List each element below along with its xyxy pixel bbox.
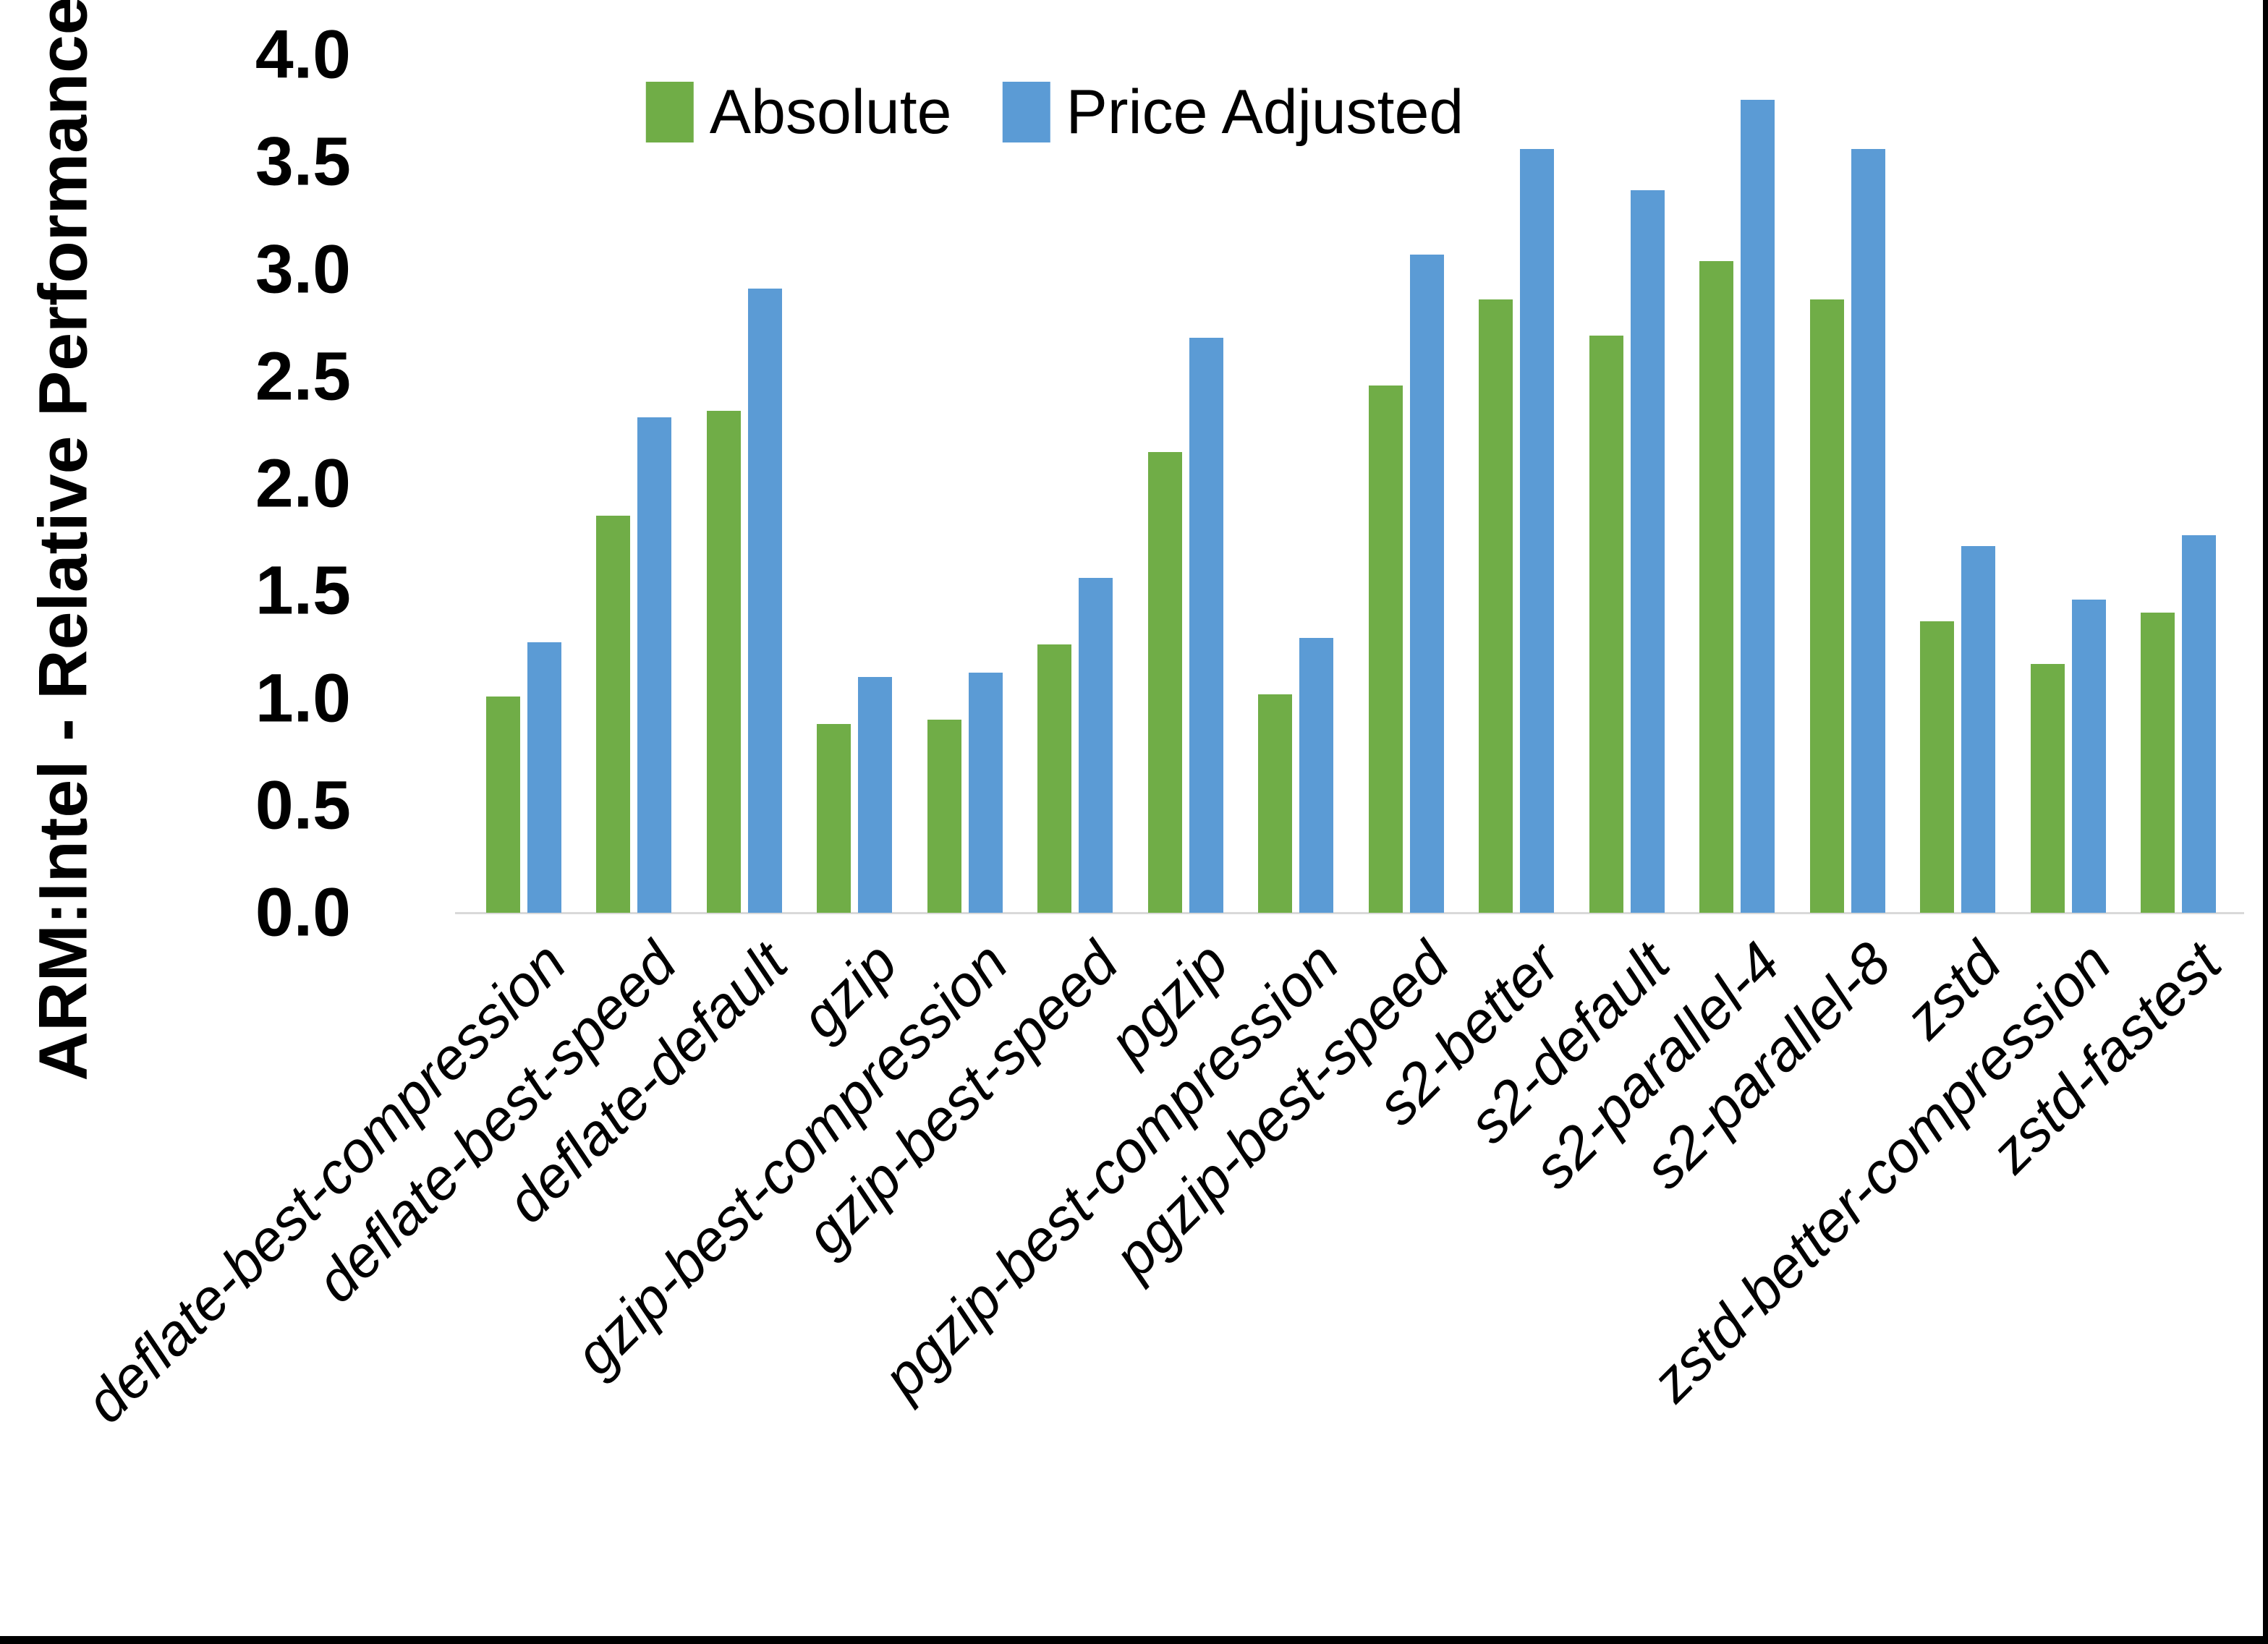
bar-s2-parallel-8-absolute	[1809, 299, 1844, 913]
bar-s2-parallel-4-price-adjusted	[1741, 100, 1775, 913]
plot-area	[455, 55, 2244, 914]
y-axis-title: ARM:Intel - Relative Performance	[25, 0, 102, 1081]
bar-s2-parallel-4-absolute	[1699, 260, 1734, 913]
bar-deflate-best-speed-absolute	[596, 516, 631, 913]
bar-gzip-price-adjusted	[858, 676, 893, 913]
y-tick-label: 0.0	[255, 874, 351, 951]
chart-legend: Absolute Price Adjusted	[645, 77, 1464, 147]
bar-zstd-absolute	[1920, 621, 1955, 913]
bar-deflate-default-absolute	[706, 411, 741, 913]
bar-zstd-better-compression-price-adjusted	[2071, 600, 2106, 913]
bar-deflate-best-speed-price-adjusted	[637, 417, 672, 913]
bar-s2-parallel-8-price-adjusted	[1851, 149, 1885, 913]
bar-gzip-absolute	[817, 724, 851, 913]
bar-pgzip-best-compression-absolute	[1258, 694, 1293, 913]
legend-label-absolute: Absolute	[709, 77, 952, 147]
y-tick-label: 0.5	[255, 767, 351, 844]
bar-deflate-default-price-adjusted	[747, 289, 782, 913]
bar-zstd-better-compression-absolute	[2030, 664, 2065, 913]
y-tick-label: 3.5	[255, 123, 351, 200]
y-tick-label: 1.5	[255, 552, 351, 629]
legend-label-price-adjusted: Price Adjusted	[1066, 77, 1464, 147]
bar-zstd-fastest-absolute	[2141, 612, 2175, 913]
screenshot-border-bottom	[0, 1636, 2268, 1644]
legend-swatch-absolute	[645, 82, 694, 142]
y-tick-label: 1.0	[255, 660, 351, 736]
y-tick-label: 2.5	[255, 338, 351, 415]
bar-s2-better-absolute	[1479, 299, 1513, 913]
bar-gzip-best-compression-absolute	[927, 720, 961, 913]
y-tick-label: 2.0	[255, 445, 351, 522]
legend-item-price-adjusted: Price Adjusted	[1002, 81, 1464, 143]
y-tick-label: 3.0	[255, 231, 351, 307]
bar-pgzip-best-compression-price-adjusted	[1299, 638, 1334, 913]
bar-zstd-fastest-price-adjusted	[2182, 535, 2217, 913]
legend-item-absolute: Absolute	[645, 77, 952, 147]
bar-gzip-best-compression-price-adjusted	[968, 672, 1003, 913]
x-axis-line	[455, 912, 2244, 914]
bar-pgzip-price-adjusted	[1189, 338, 1223, 913]
bar-gzip-best-speed-absolute	[1037, 644, 1072, 913]
bar-zstd-price-adjusted	[1961, 546, 1996, 913]
bar-s2-better-price-adjusted	[1520, 149, 1555, 913]
bar-pgzip-best-speed-absolute	[1368, 385, 1403, 913]
legend-swatch-price-adjusted	[1002, 82, 1050, 142]
bar-deflate-best-compression-absolute	[485, 696, 520, 913]
screenshot-border-right	[2263, 0, 2268, 1644]
y-tick-label: 4.0	[255, 16, 351, 93]
bar-s2-default-absolute	[1589, 336, 1623, 913]
bar-deflate-best-compression-price-adjusted	[527, 642, 561, 913]
bar-gzip-best-speed-price-adjusted	[1079, 578, 1113, 913]
bar-pgzip-best-speed-price-adjusted	[1409, 254, 1444, 913]
bar-pgzip-absolute	[1147, 451, 1182, 913]
bar-s2-default-price-adjusted	[1630, 189, 1665, 913]
